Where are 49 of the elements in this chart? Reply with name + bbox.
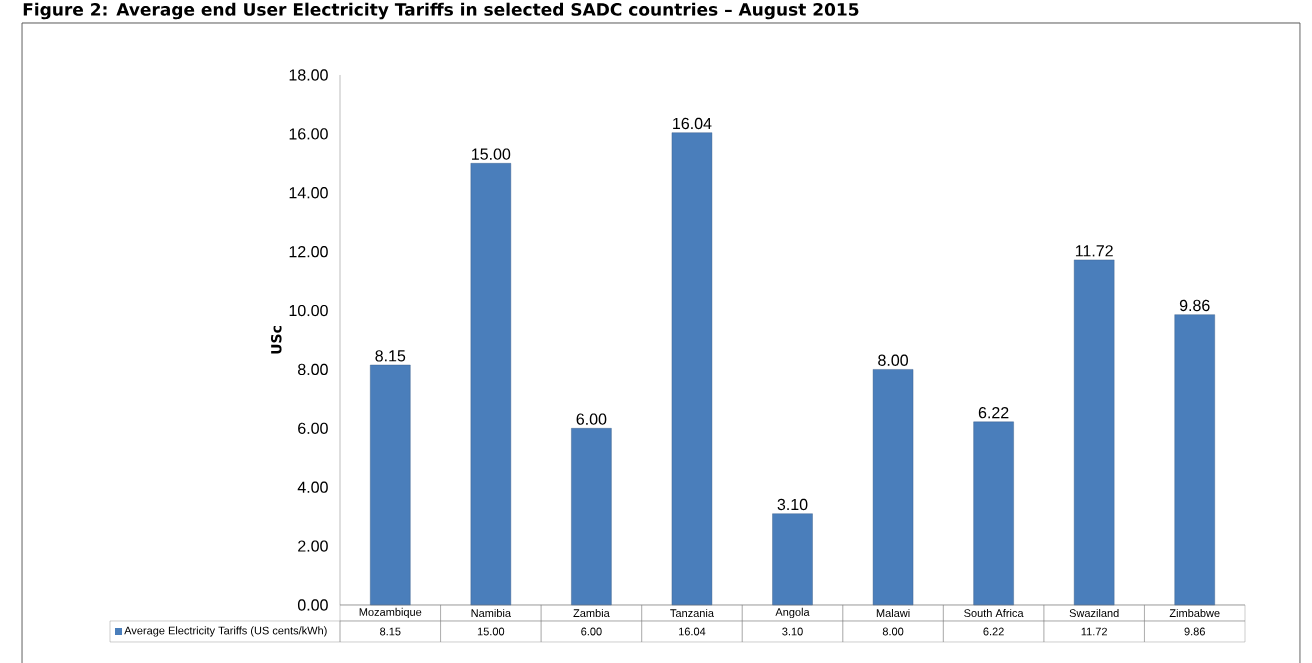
data-label: 3.10 <box>782 627 803 636</box>
data-label: 8.15 <box>380 627 401 636</box>
text: 9.86 <box>1179 299 1210 312</box>
y-tick-label: 10.00 <box>289 304 328 317</box>
data-label: 6.00 <box>581 627 602 636</box>
bar <box>470 163 512 606</box>
x-tick-label: Mozambique <box>359 607 422 619</box>
text: 15.00 <box>472 148 511 160</box>
data-label: 15.00 <box>477 627 505 636</box>
x-tick-label: Zambia <box>573 608 610 618</box>
text: 8.00 <box>878 354 908 366</box>
bar <box>571 428 612 606</box>
y-tick-label: 6.00 <box>298 422 328 434</box>
data-label: 6.22 <box>983 627 1004 636</box>
y-tick-label: 14.00 <box>289 187 328 199</box>
x-tick-label: Angola <box>775 607 810 619</box>
y-tick-label: 18.00 <box>289 69 328 81</box>
text: 6.22 <box>978 406 1009 419</box>
data-label: 9.86 <box>1184 627 1205 636</box>
x-tick-label: South Africa <box>964 608 1024 618</box>
text: 8.15 <box>375 350 406 362</box>
bar <box>671 132 713 606</box>
bar <box>772 513 813 606</box>
bar <box>370 364 411 606</box>
y-tick-label: 0.00 <box>297 599 328 611</box>
y-tick-label: 16.00 <box>289 128 328 140</box>
x-tick-label: Tanzania <box>670 608 714 618</box>
text: 6.00 <box>576 413 607 425</box>
x-tick-label: Swaziland <box>1069 608 1119 618</box>
data-label: 8.00 <box>882 627 904 636</box>
chart-title: Figure 2: Average end User Electricity Tariffs in selected SADC countries – August 2015 <box>23 2 859 20</box>
y-tick-label: 4.00 <box>297 481 328 493</box>
text: 16.04 <box>673 117 712 130</box>
bar <box>872 369 914 606</box>
bar <box>1174 314 1215 606</box>
text: 11.72 <box>1075 245 1113 257</box>
y-axis-title: USc <box>270 326 282 354</box>
y-tick-label: 2.00 <box>298 540 328 552</box>
text: 3.10 <box>777 498 808 511</box>
x-tick-label: Zimbabwe <box>1169 608 1220 618</box>
y-tick-label: 12.00 <box>289 246 328 258</box>
legend-label: Average Electricity Tariffs (US cents/kWh) <box>124 626 327 637</box>
y-tick-label: 8.00 <box>298 363 328 376</box>
data-label: 16.04 <box>679 627 706 636</box>
bar <box>973 421 1014 606</box>
x-tick-label: Malawi <box>876 608 910 618</box>
data-label: 11.72 <box>1081 627 1107 636</box>
bar <box>1073 259 1115 606</box>
x-tick-label: Namibia <box>471 608 511 618</box>
